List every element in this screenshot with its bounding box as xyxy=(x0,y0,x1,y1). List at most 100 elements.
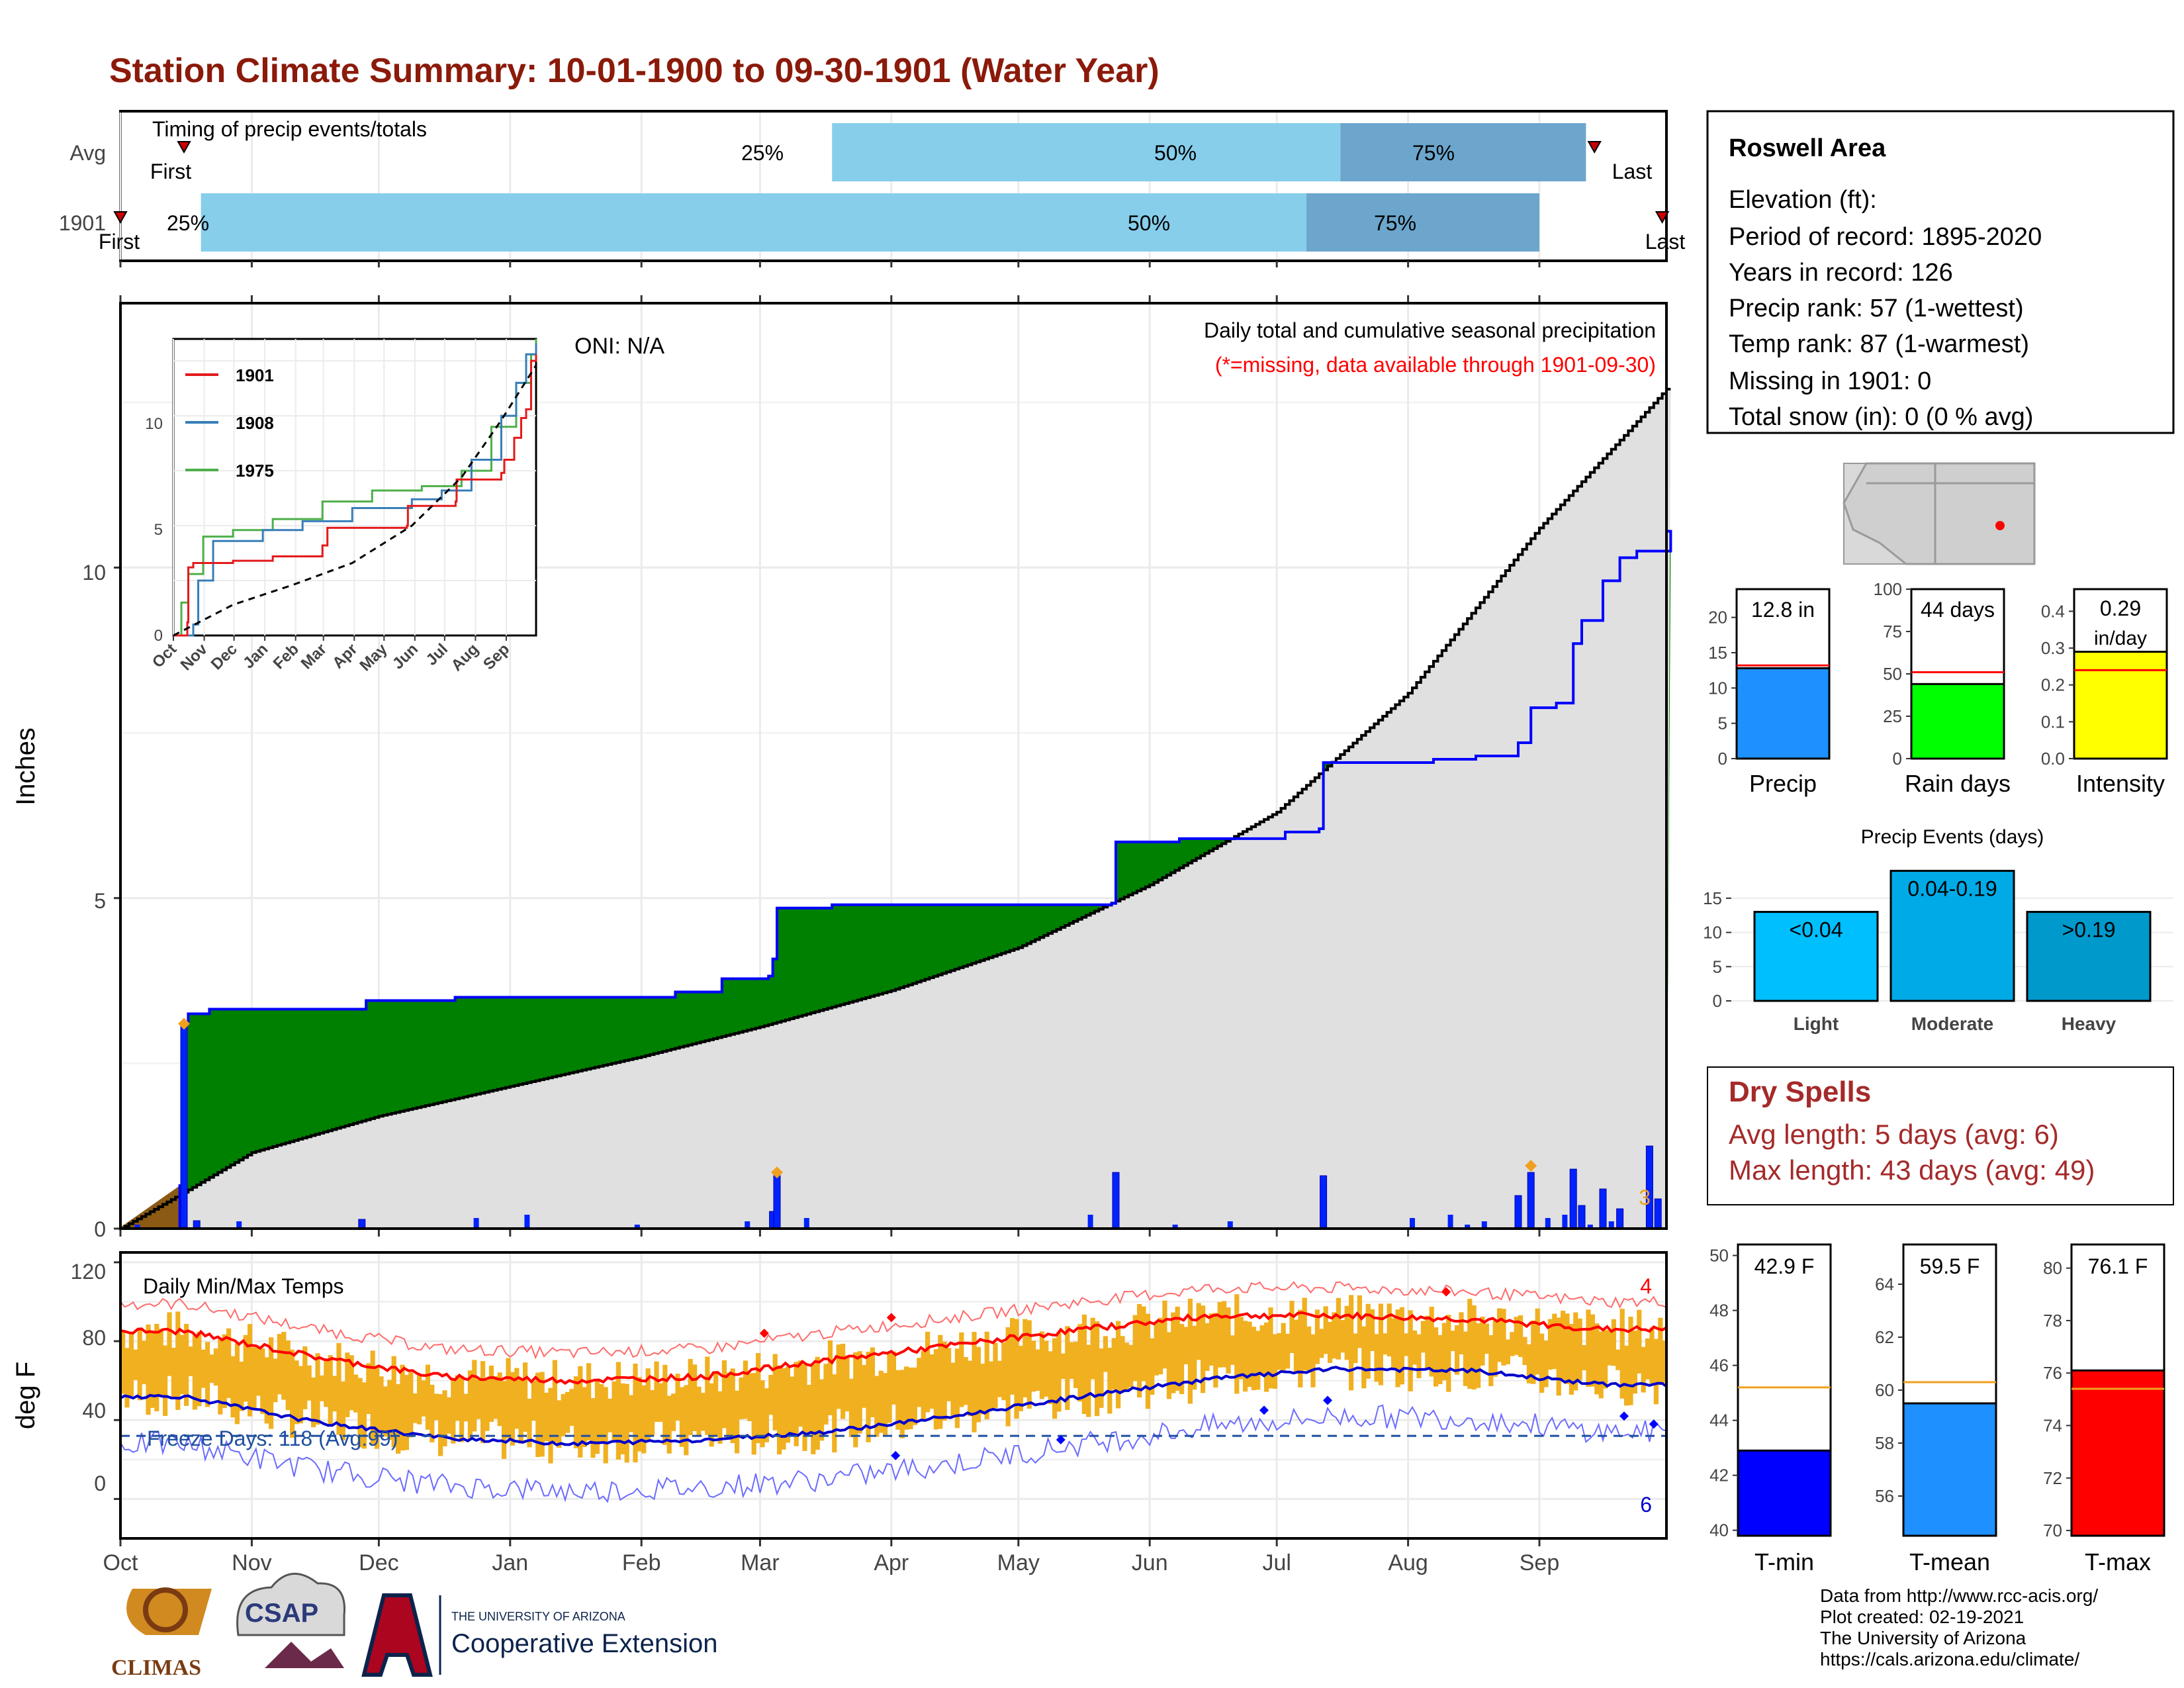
summary-ytick-label: 15 xyxy=(1708,643,1727,663)
timing-1901-p75: 75% xyxy=(1374,211,1416,235)
daily-temp-bar xyxy=(1586,1309,1591,1387)
daily-temp-bar xyxy=(700,1393,705,1431)
daily-temp-bar xyxy=(692,1364,698,1431)
climas-logo: CLIMAS xyxy=(111,1587,212,1680)
daily-temp-bar xyxy=(620,1383,625,1455)
daily-temp-bar xyxy=(306,1365,312,1401)
record-low-marker-icon xyxy=(891,1450,901,1460)
daily-temp-bar xyxy=(794,1362,799,1446)
daily-temp-bar xyxy=(391,1356,396,1448)
events-ytick-label: 15 xyxy=(1703,888,1722,908)
temp-summary-ytick-label: 60 xyxy=(1875,1380,1894,1400)
month-label: Dec xyxy=(359,1550,398,1575)
daily-temp-bar xyxy=(1488,1335,1494,1387)
timing-label: Timing of precip events/totals xyxy=(152,117,427,141)
average-max-line xyxy=(120,1311,1667,1385)
daily-temp-bar xyxy=(1277,1333,1282,1370)
daily-temp-bar xyxy=(302,1346,308,1409)
observed-cumulative-line xyxy=(120,530,1672,1230)
dry-spells-max: Max length: 43 days (avg: 49) xyxy=(1729,1154,2095,1186)
daily-temp-bar xyxy=(615,1362,621,1460)
daily-temp-bar xyxy=(184,1323,189,1406)
daily-temp-bar xyxy=(480,1361,486,1444)
daily-temp-bar xyxy=(802,1364,807,1451)
daily-temp-bar xyxy=(594,1380,600,1454)
daily-temp-bar xyxy=(641,1385,647,1454)
record-max-line xyxy=(120,1281,1667,1360)
footer-line-3: https://cals.arizona.edu/climate/ xyxy=(1820,1649,2079,1669)
map-states xyxy=(1843,462,2036,565)
inset-line-1908 xyxy=(173,343,537,637)
daily-temp-bar xyxy=(290,1349,295,1438)
csap-logo: CSAP xyxy=(236,1573,345,1668)
daily-temp-bar xyxy=(1607,1331,1612,1366)
daily-temp-bar xyxy=(400,1364,405,1451)
locator-map xyxy=(1843,462,2036,565)
daily-temp-bar xyxy=(1429,1307,1434,1377)
events-bar-light xyxy=(1753,911,1879,1002)
daily-temp-bar xyxy=(209,1354,214,1383)
timing-1901-first: First xyxy=(99,230,140,254)
record-marker-icon xyxy=(771,1166,783,1179)
daily-temp-bar xyxy=(1150,1338,1155,1395)
daily-temp-bar xyxy=(1539,1333,1545,1393)
daily-temp-bar xyxy=(328,1355,333,1425)
daily-temp-bar xyxy=(1090,1317,1095,1380)
daily-temp-bar xyxy=(383,1386,388,1437)
daily-temp-bar xyxy=(150,1331,155,1408)
inset-legend-1901: 1901 xyxy=(236,365,274,385)
daily-temp-bar xyxy=(251,1347,257,1410)
daily-precip-bar xyxy=(1527,1172,1535,1229)
summary-ytick-label: 0.3 xyxy=(2041,638,2065,658)
timing-1901-last: Last xyxy=(1645,230,1686,254)
daily-temp-bar xyxy=(1060,1353,1066,1380)
daily-temp-bar xyxy=(1035,1349,1040,1391)
dry-spells-frame xyxy=(1707,1066,2174,1205)
summary-ytick-label: 0 xyxy=(1893,749,1902,769)
daily-precip-bar xyxy=(1616,1208,1624,1229)
daily-temp-bar xyxy=(264,1357,269,1424)
daily-temp-bar xyxy=(624,1383,629,1463)
daily-temp-bar xyxy=(213,1348,218,1386)
daily-precip-bar-small xyxy=(473,1218,479,1229)
events-ytick-label: 5 xyxy=(1713,957,1722,976)
daily-precip-bar xyxy=(180,1023,188,1229)
daily-temp-bar xyxy=(442,1390,447,1446)
daily-temp-bar xyxy=(1632,1331,1637,1394)
record-marker-icon xyxy=(1525,1160,1537,1172)
daily-temp-bar xyxy=(1336,1297,1341,1360)
daily-precip-bar-small xyxy=(1172,1225,1178,1229)
daily-temp-bar xyxy=(1285,1333,1291,1369)
daily-temp-bar xyxy=(1069,1342,1074,1380)
daily-temp-bar xyxy=(645,1368,651,1442)
daily-temp-bar xyxy=(798,1360,803,1427)
daily-temp-bar xyxy=(222,1334,227,1409)
daily-temp-bar xyxy=(836,1344,841,1409)
daily-temp-bar xyxy=(535,1372,541,1458)
record-low-marker-icon xyxy=(1649,1419,1659,1429)
timing-avg-p25: 25% xyxy=(741,141,784,165)
daily-temp-bar xyxy=(1116,1321,1121,1409)
daily-temp-bar xyxy=(679,1387,684,1447)
inset-legend-1975: 1975 xyxy=(236,461,274,481)
record-low-marker-icon xyxy=(1056,1435,1066,1445)
daily-temp-bar xyxy=(1437,1335,1443,1385)
daily-temp-bar xyxy=(790,1376,795,1434)
daily-temp-bar xyxy=(1425,1315,1430,1370)
daily-temp-bar xyxy=(315,1353,320,1425)
daily-temp-bar xyxy=(832,1374,837,1453)
csap-cloud xyxy=(236,1573,345,1636)
temp-summary-ytick-label: 42 xyxy=(1709,1466,1729,1485)
daily-temp-bar xyxy=(1446,1315,1451,1392)
daily-temp-bar xyxy=(1641,1346,1646,1393)
daily-temp-bar xyxy=(353,1374,359,1413)
daily-temp-bar xyxy=(387,1380,392,1440)
daily-temp-bar xyxy=(1073,1341,1079,1388)
temp-summary-bars: 40 42 44 46 48 50 42.9 F T-min 56 58 60 62 64 59.5 F T… xyxy=(1709,1243,2165,1575)
daily-temp-bar xyxy=(226,1328,232,1398)
daily-temp-bar xyxy=(1387,1303,1392,1357)
daily-temp-bar xyxy=(569,1389,574,1426)
daily-temp-bar xyxy=(968,1360,973,1417)
daily-temp-bar xyxy=(637,1377,642,1452)
temp-summary-ytick-label: 50 xyxy=(1709,1246,1729,1266)
